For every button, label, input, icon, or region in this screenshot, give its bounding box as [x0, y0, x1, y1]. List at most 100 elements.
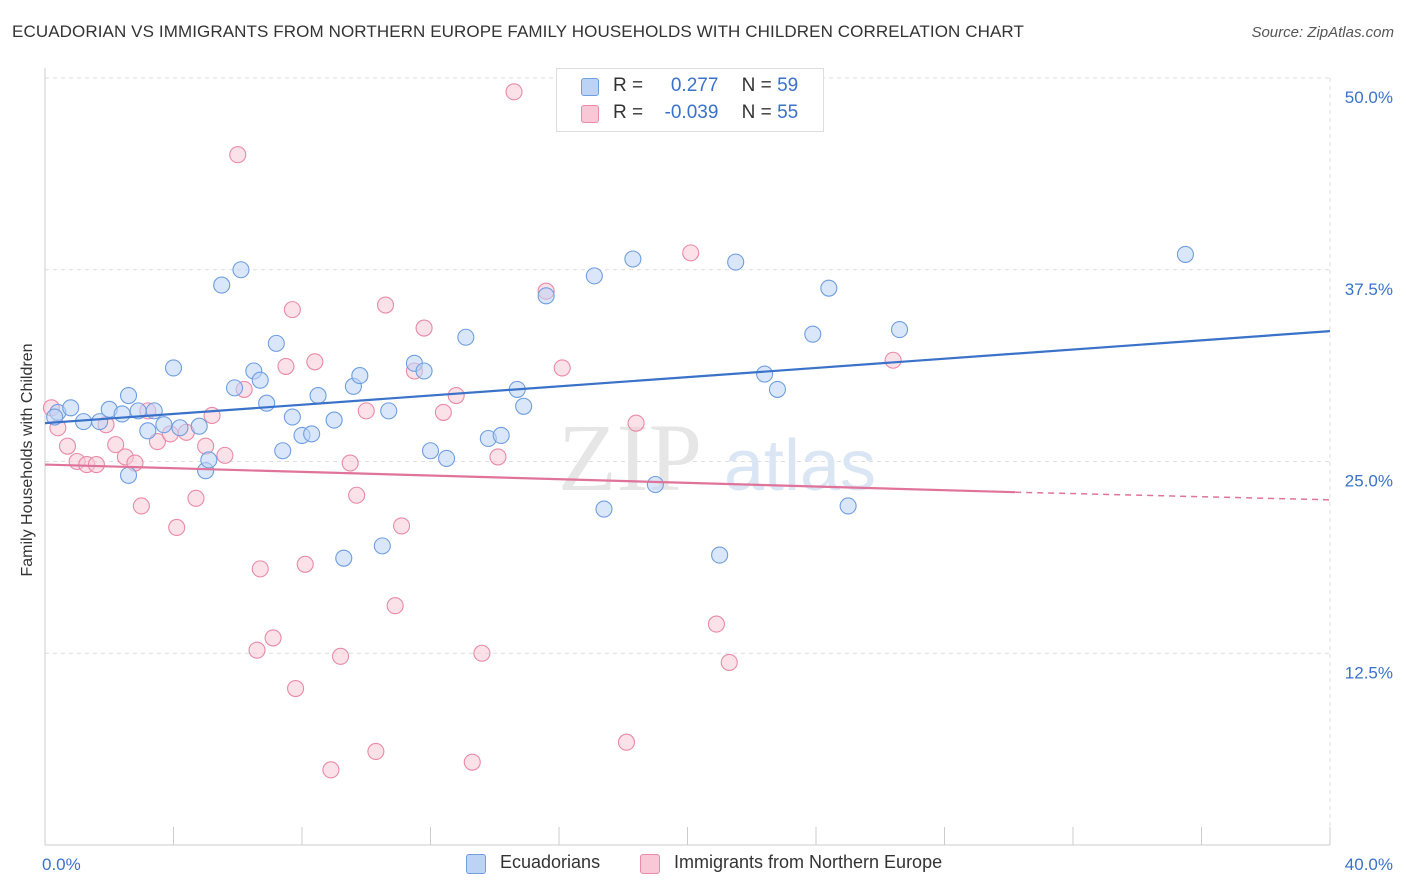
- immigrants-point-24: [264, 629, 282, 647]
- source-credit: Source: ZipAtlas.com: [1251, 24, 1394, 41]
- ecuadorians-point-22: [258, 394, 276, 412]
- correlation-legend: R = 0.277 N = 59 R = -0.039 N = 55: [556, 68, 824, 132]
- ecuadorians-point-58: [46, 408, 64, 426]
- n-label: N =: [741, 102, 772, 123]
- immigrants-point-5: [87, 456, 105, 474]
- legend-swatch-blue: [581, 78, 599, 96]
- trend-line-immigrants-extension: [1015, 491, 1331, 501]
- ecuadorians-point-25: [283, 408, 301, 426]
- immigrants-point-43: [463, 753, 481, 771]
- immigrants-point-10: [132, 497, 150, 515]
- watermark-atlas: atlas: [724, 426, 876, 506]
- immigrants-point-32: [341, 454, 359, 472]
- ecuadorians-point-6: [119, 466, 138, 484]
- immigrants-point-40: [415, 319, 433, 337]
- ecuadorians-point-46: [595, 500, 613, 518]
- ecuadorians-point-27: [303, 425, 321, 443]
- ecuadorians-point-24: [274, 442, 292, 460]
- n-value-immigrants: 55: [777, 102, 799, 123]
- ecuadorians-point-36: [415, 362, 433, 380]
- ecuadorians-point-5: [113, 405, 131, 423]
- immigrants-point-42: [447, 386, 465, 405]
- immigrants-point-51: [682, 244, 700, 262]
- ecuadorians-point-45: [585, 267, 603, 285]
- immigrants-point-29: [306, 353, 324, 371]
- series-legend: Ecuadorians Immigrants from Northern Eur…: [0, 852, 1406, 878]
- immigrants-point-54: [884, 351, 902, 369]
- ecuadorians-point-28: [309, 386, 327, 405]
- ecuadorians-point-11: [155, 416, 173, 434]
- ecuadorians-point-48: [646, 475, 664, 494]
- y-tick-label-1: 25.0%: [1345, 472, 1393, 491]
- trend-lines: [44, 330, 1331, 501]
- immigrants-point-26: [283, 301, 301, 319]
- ecuadorians-point-13: [171, 419, 189, 437]
- r-value-ecuadorians: 0.277: [670, 75, 719, 96]
- immigrants-point-52: [707, 615, 725, 633]
- immigrants-point-50: [627, 414, 645, 432]
- legend-label-immigrants: Immigrants from Northern Europe: [674, 852, 943, 872]
- ecuadorians-point-33: [373, 537, 391, 555]
- chart-title: ECUADORIAN VS IMMIGRANTS FROM NORTHERN E…: [12, 22, 1024, 41]
- immigrants-point-46: [505, 83, 523, 101]
- immigrants-point-28: [296, 555, 314, 573]
- ecuadorians-point-12: [164, 359, 183, 377]
- immigrants-point-35: [367, 742, 385, 760]
- immigrants-point-7: [107, 436, 125, 454]
- ecuadorians-point-41: [492, 426, 510, 444]
- ecuadorians-point-52: [768, 380, 787, 398]
- immigrants-point-44: [473, 644, 491, 662]
- ecuadorians-point-47: [624, 250, 642, 268]
- immigrants-point-37: [386, 597, 404, 615]
- ecuadorians-point-49: [711, 546, 729, 564]
- ecuadorians-point-43: [515, 397, 533, 415]
- immigrants-point-36: [376, 296, 395, 314]
- immigrants-point-48: [553, 359, 571, 377]
- ecuadorians-point-37: [421, 442, 440, 460]
- ecuadorians-point-29: [325, 411, 343, 429]
- x-tick-label-1: 40.0%: [1345, 855, 1393, 874]
- ecuadorians-point-19: [232, 261, 250, 279]
- x-tick-label-0: 0.0%: [42, 855, 81, 874]
- immigrants-point-33: [348, 486, 366, 504]
- immigrants-point-41: [434, 403, 452, 421]
- immigrants-point-22: [248, 641, 266, 659]
- tick-labels: 12.5% 25.0% 37.5% 50.0% 0.0% 40.0%: [42, 88, 1393, 874]
- y-axis-label-wrap: Family Households with Children: [16, 300, 40, 620]
- immigrants-point-31: [331, 647, 350, 665]
- ecuadorians-point-17: [213, 276, 231, 294]
- r-label: R =: [613, 102, 644, 123]
- immigrants-point-25: [277, 357, 295, 375]
- ecuadorians-point-53: [804, 325, 822, 343]
- immigrants-point-49: [617, 733, 636, 751]
- n-label: N =: [741, 75, 772, 96]
- immigrants-point-23: [251, 560, 269, 578]
- y-tick-label-3: 50.0%: [1345, 88, 1393, 107]
- immigrants-point-27: [287, 679, 305, 698]
- ecuadorians-point-9: [139, 422, 157, 440]
- ecuadorians-point-39: [457, 328, 475, 346]
- ecuadorians-point-44: [537, 287, 555, 305]
- ecuadorians-point-3: [91, 413, 109, 431]
- axes: [44, 68, 1331, 846]
- immigrants-point-2: [58, 437, 77, 455]
- legend-swatch-immigrants: [640, 854, 660, 874]
- ecuadorians-point-23: [267, 334, 285, 352]
- trend-line-immigrants: [44, 463, 1016, 494]
- legend-swatch-ecuadorians: [466, 854, 486, 874]
- ecuadorians-point-21: [251, 371, 269, 389]
- immigrants-point-20: [229, 146, 247, 164]
- ecuadorians-point-30: [335, 549, 353, 567]
- ecuadorians-point-1: [62, 399, 80, 417]
- legend-swatch-pink: [581, 105, 599, 123]
- ecuadorians-point-34: [380, 402, 398, 420]
- ecuadorians-point-50: [727, 253, 745, 271]
- r-value-immigrants: -0.039: [664, 102, 719, 123]
- legend-label-ecuadorians: Ecuadorians: [500, 852, 601, 872]
- ecuadorians-point-32: [351, 367, 369, 385]
- immigrants-point-53: [720, 653, 738, 672]
- trend-line-ecuadorians: [44, 330, 1331, 425]
- n-value-ecuadorians: 59: [777, 75, 799, 96]
- y-tick-label-0: 12.5%: [1345, 663, 1393, 682]
- ecuadorians-point-7: [119, 386, 138, 405]
